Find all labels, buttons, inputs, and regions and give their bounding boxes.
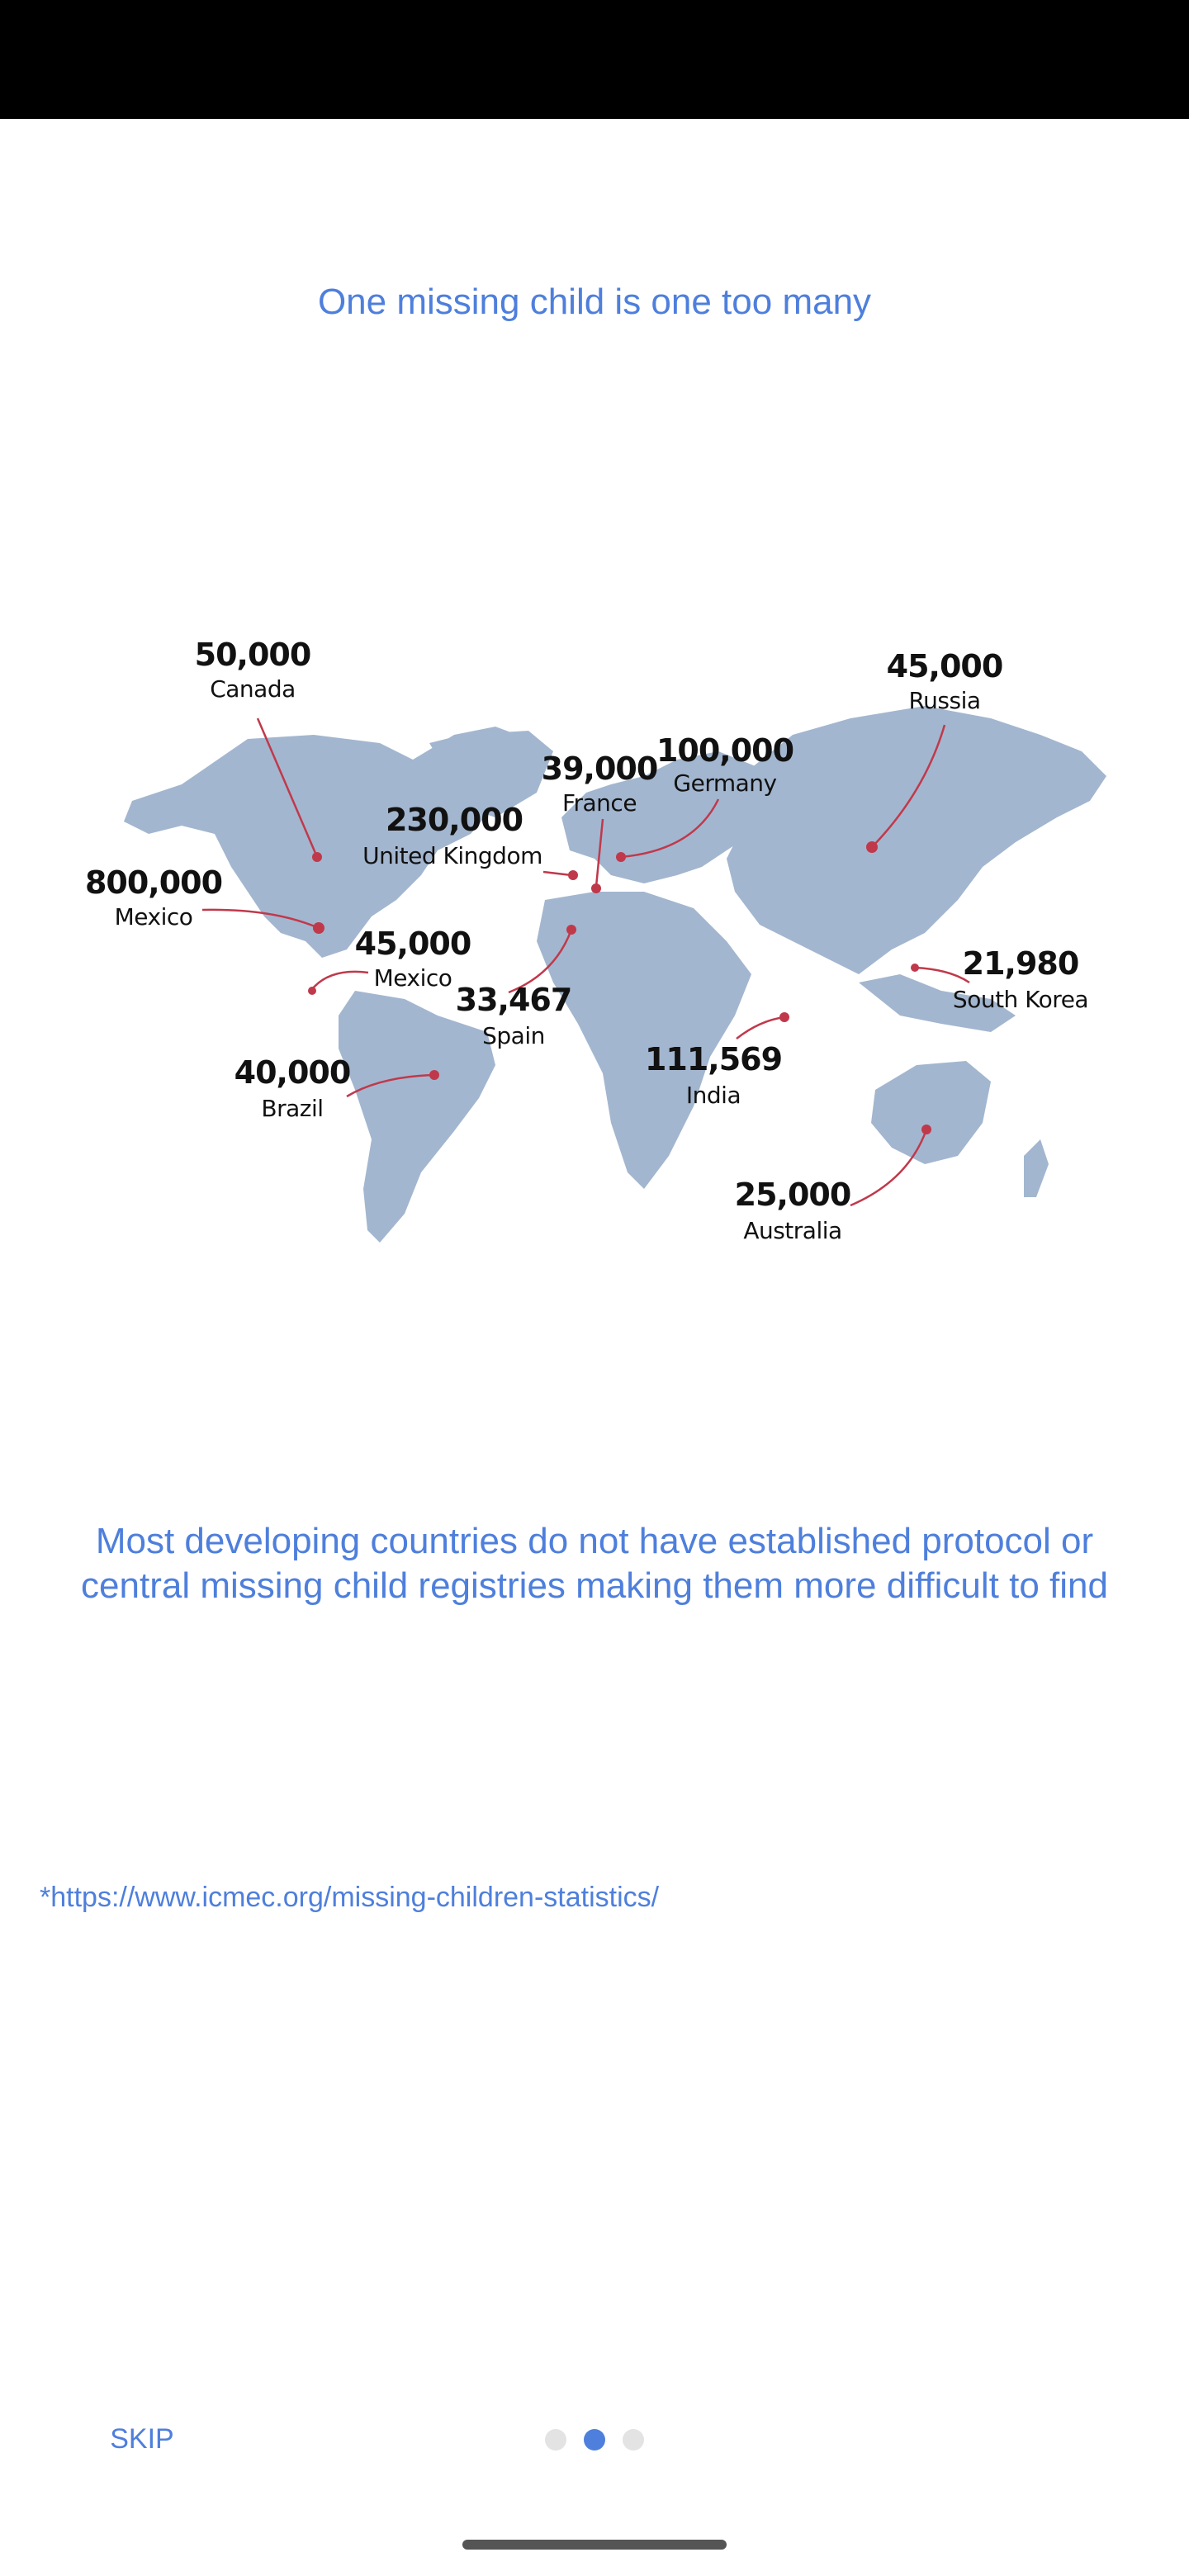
dot-france: [591, 883, 601, 893]
dot-united-kingdom: [568, 870, 578, 880]
marker-value-france: 39,000: [542, 751, 658, 787]
marker-value-germany: 100,000: [656, 732, 793, 769]
world-map-land: [124, 706, 1106, 1243]
leader-germany: [620, 798, 720, 859]
leader-france: [594, 818, 604, 888]
dot-australia: [921, 1125, 931, 1134]
land-asia: [727, 706, 1106, 974]
dot-mexico-800k: [313, 922, 324, 934]
land-new-zealand: [1024, 1139, 1049, 1197]
marker-value-mexico-800k: 800,000: [85, 864, 222, 901]
leader-spain: [508, 929, 573, 994]
leader-canada: [256, 717, 319, 858]
marker-label-mexico-800k: Mexico: [115, 903, 193, 930]
world-map-svg: 50,000 Canada 45,000 Russia 100,000 Germ…: [85, 637, 1106, 1244]
marker-value-spain: 33,467: [456, 982, 572, 1018]
marker-value-india: 111,569: [645, 1041, 782, 1077]
leader-russia: [871, 724, 946, 848]
source-link[interactable]: *https://www.icmec.org/missing-children-…: [40, 1882, 660, 1913]
page-dot-2[interactable]: [584, 2429, 605, 2451]
skip-button[interactable]: SKIP: [92, 2414, 192, 2464]
leader-australia: [850, 1129, 928, 1207]
marker-label-france: France: [562, 789, 637, 817]
leader-mexico-800k: [201, 908, 320, 930]
marker-value-united-kingdom: 230,000: [386, 802, 523, 838]
leader-india: [736, 1016, 785, 1039]
dot-india: [779, 1012, 789, 1022]
marker-label-mexico-45k: Mexico: [374, 964, 452, 992]
marker-label-russia: Russia: [908, 687, 980, 714]
marker-value-brazil: 40,000: [234, 1054, 351, 1091]
land-greenland: [429, 731, 553, 817]
status-bar: [0, 0, 1189, 119]
marker-value-russia: 45,000: [887, 648, 1003, 684]
page-dot-1[interactable]: [545, 2429, 566, 2451]
dot-russia: [866, 841, 878, 853]
dot-south-korea: [911, 964, 919, 972]
marker-label-south-korea: South Korea: [953, 986, 1088, 1013]
map-markers: [201, 717, 970, 1207]
dot-canada: [312, 852, 322, 862]
land-europe: [561, 751, 768, 883]
world-map-infographic: 50,000 Canada 45,000 Russia 100,000 Germ…: [66, 627, 1123, 1255]
leader-united-kingdom: [542, 870, 572, 877]
dot-spain: [566, 925, 576, 935]
dot-germany: [616, 852, 626, 862]
dot-mexico-45k: [308, 987, 316, 995]
marker-label-india: India: [686, 1082, 741, 1109]
marker-value-australia: 25,000: [735, 1177, 851, 1213]
marker-label-united-kingdom: United Kingdom: [362, 842, 542, 869]
page-indicator: [545, 2427, 644, 2452]
marker-label-spain: Spain: [482, 1022, 545, 1049]
land-africa: [537, 892, 751, 1189]
map-marker-labels: 50,000 Canada 45,000 Russia 100,000 Germ…: [85, 637, 1089, 1244]
leader-south-korea: [914, 966, 970, 984]
leader-mexico-45k: [311, 970, 369, 990]
page-dot-3[interactable]: [623, 2429, 644, 2451]
marker-label-germany: Germany: [673, 769, 776, 797]
marker-label-canada: Canada: [210, 675, 296, 703]
land-north-america: [124, 727, 537, 958]
leader-brazil: [346, 1073, 435, 1098]
land-south-america: [339, 991, 495, 1243]
dot-brazil: [429, 1070, 439, 1080]
marker-label-brazil: Brazil: [261, 1095, 323, 1122]
page-title: One missing child is one too many: [317, 282, 872, 322]
home-indicator[interactable]: [462, 2540, 727, 2550]
land-australia: [871, 1061, 991, 1164]
marker-value-south-korea: 21,980: [963, 945, 1079, 982]
marker-value-mexico-45k: 45,000: [355, 926, 471, 962]
land-southeast-asia: [859, 974, 1016, 1032]
marker-label-australia: Australia: [743, 1217, 841, 1244]
marker-value-canada: 50,000: [195, 637, 311, 673]
info-paragraph: Most developing countries do not have es…: [81, 1521, 1108, 1606]
